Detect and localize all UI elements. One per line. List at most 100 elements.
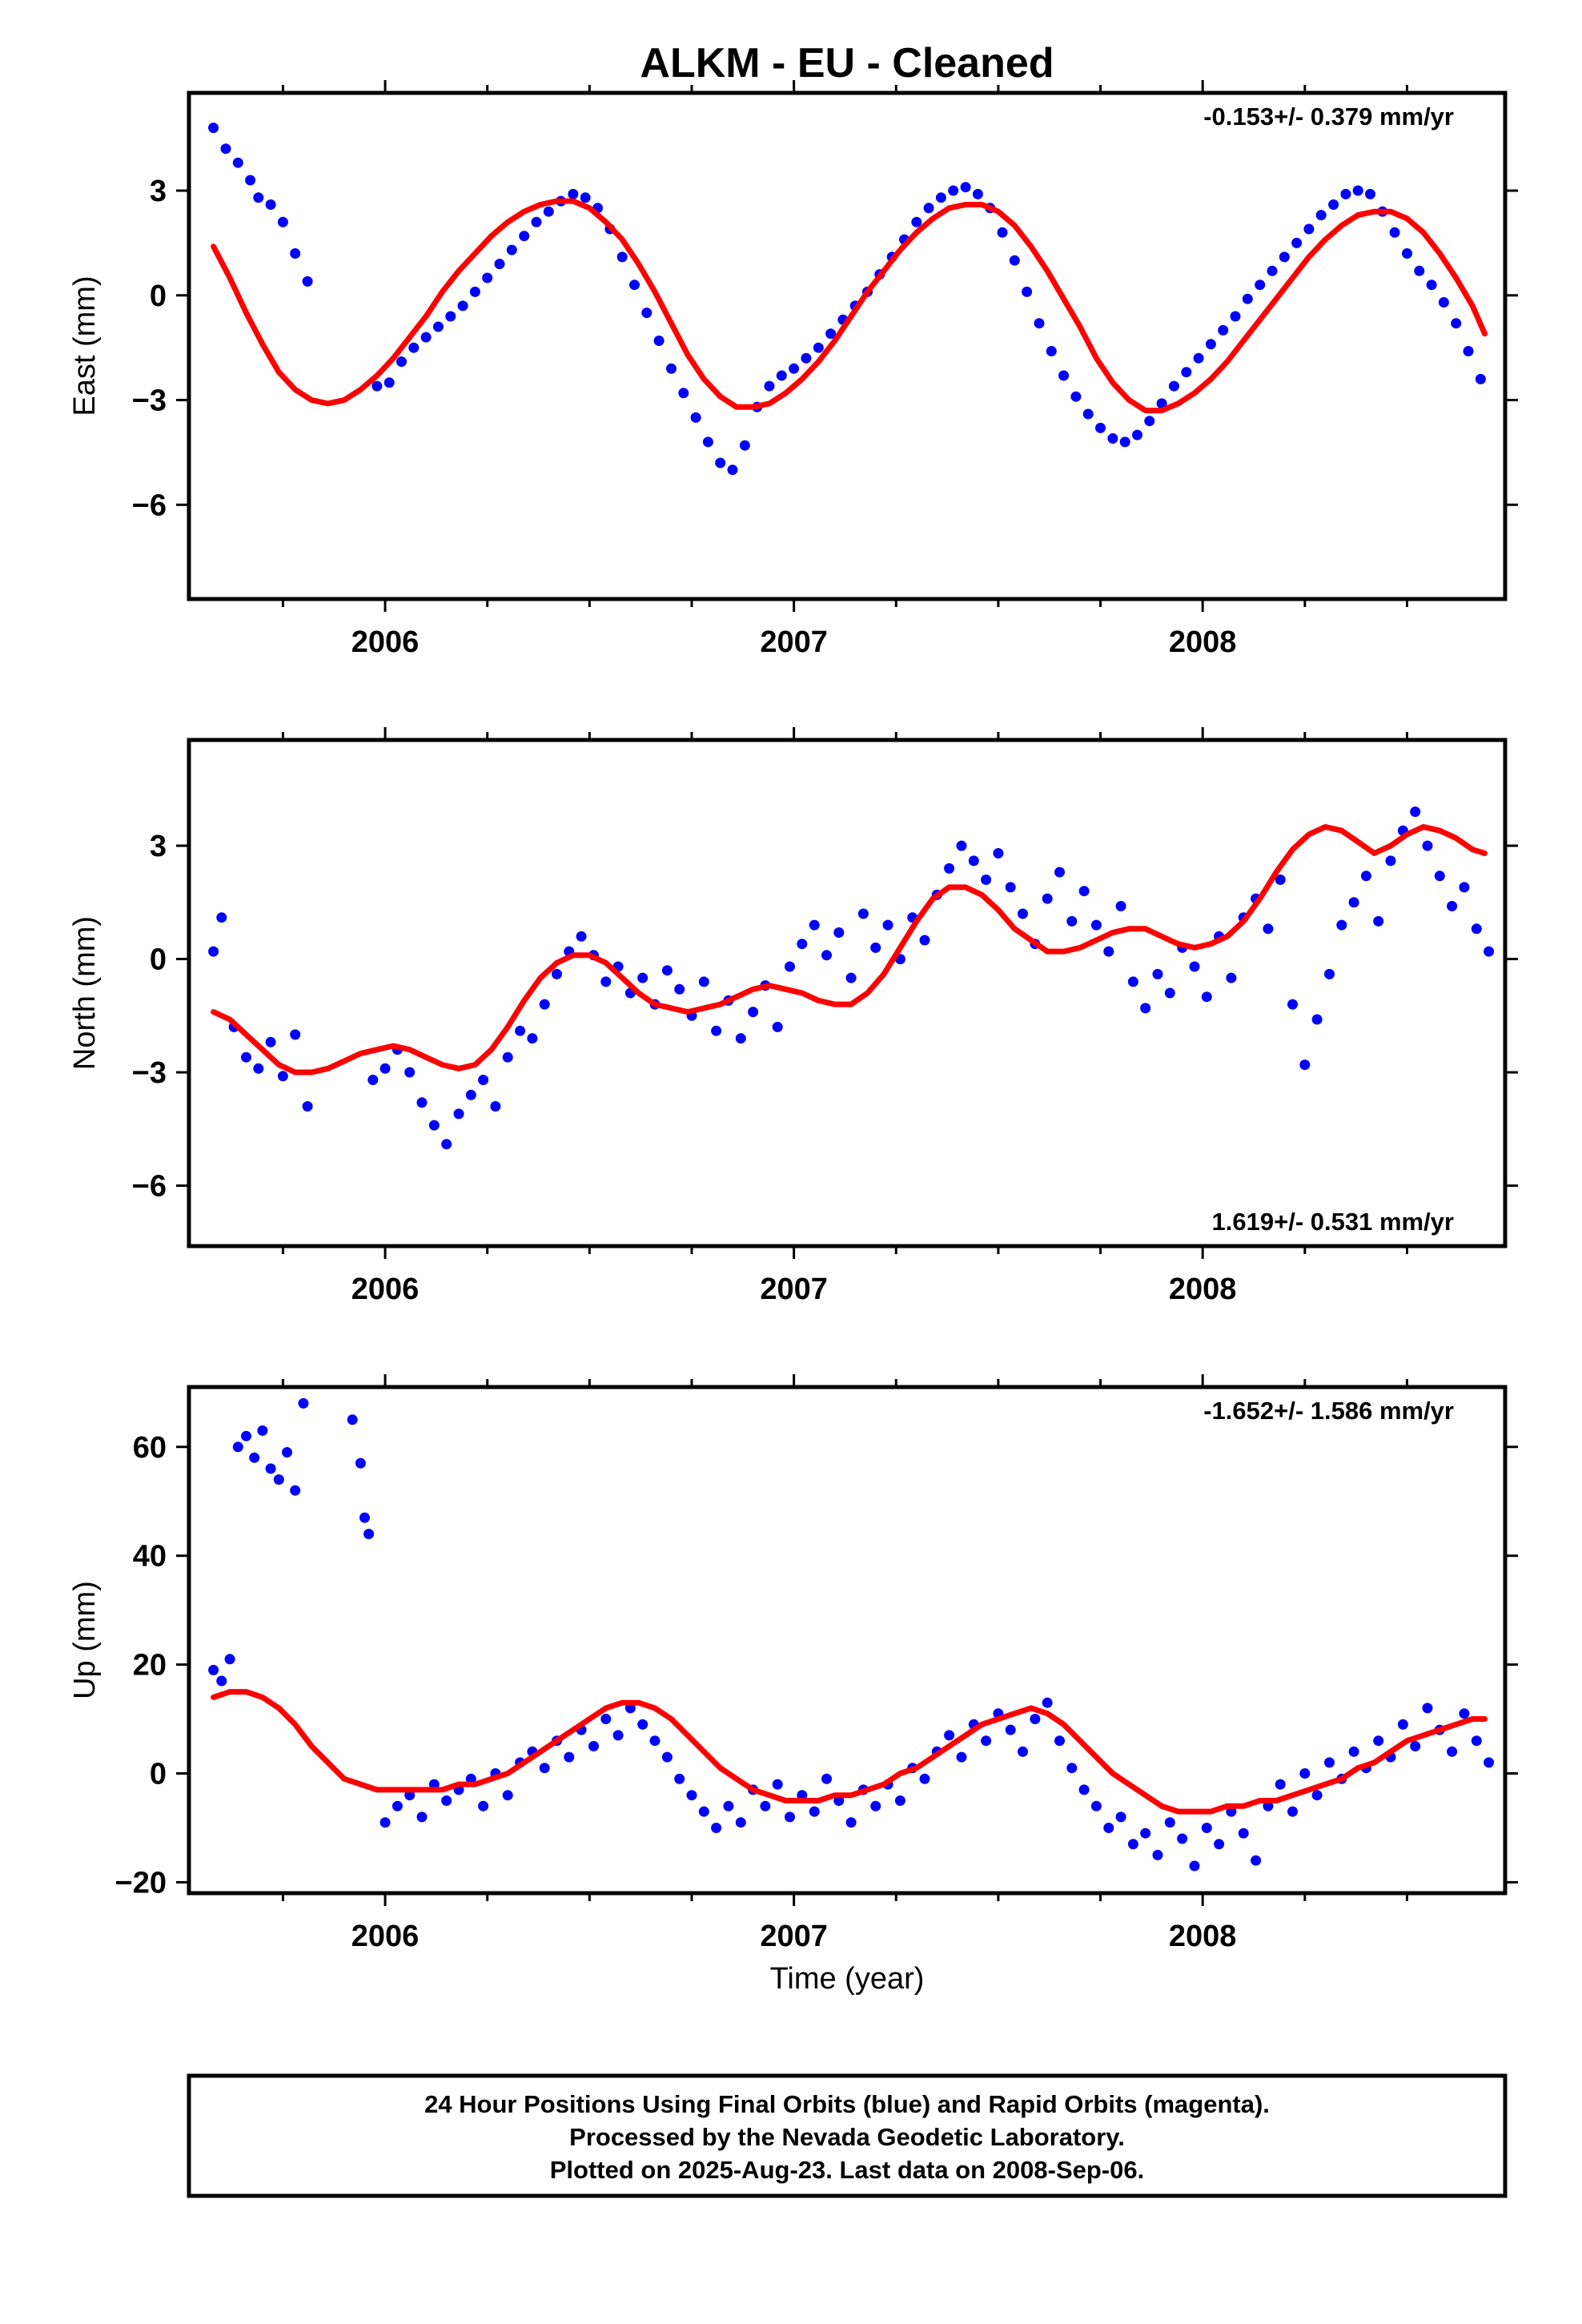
- north-x-tick-label: 2007: [760, 1273, 828, 1306]
- east-point-1: [220, 143, 231, 155]
- east-point-38: [727, 464, 738, 476]
- up-point-72: [1066, 1763, 1078, 1774]
- up-point-18: [404, 1790, 416, 1801]
- up-point-69: [1030, 1714, 1041, 1724]
- north-point-56: [944, 862, 955, 874]
- east-point-74: [1168, 380, 1179, 392]
- east-point-35: [690, 412, 701, 423]
- east-point-14: [432, 321, 444, 332]
- up-point-4: [241, 1430, 251, 1441]
- north-point-20: [502, 1051, 513, 1063]
- up-point-65: [981, 1735, 992, 1747]
- up-point-19: [416, 1811, 428, 1823]
- up-point-2: [224, 1654, 235, 1665]
- up-point-24: [478, 1800, 489, 1811]
- up-point-60: [919, 1773, 930, 1784]
- north-point-86: [1311, 1014, 1323, 1025]
- north-point-64: [1042, 893, 1053, 904]
- east-point-95: [1426, 279, 1437, 291]
- north-point-19: [490, 1101, 501, 1112]
- north-point-61: [1005, 882, 1016, 893]
- north-point-85: [1299, 1059, 1311, 1071]
- east-point-8: [302, 275, 313, 287]
- north-point-60: [993, 848, 1004, 858]
- north-point-28: [600, 976, 612, 987]
- east-point-99: [1475, 373, 1486, 384]
- up-point-0: [208, 1664, 219, 1675]
- up-point-77: [1127, 1839, 1138, 1850]
- up-point-56: [870, 1800, 881, 1811]
- east-point-4: [253, 192, 264, 203]
- up-point-95: [1348, 1746, 1359, 1757]
- up-point-38: [649, 1735, 661, 1747]
- north-point-77: [1201, 991, 1212, 1003]
- footer-box: [187, 2073, 1508, 2198]
- east-point-16: [457, 300, 468, 312]
- up-point-86: [1238, 1827, 1249, 1839]
- up-point-44: [723, 1800, 734, 1811]
- north-point-94: [1410, 806, 1421, 818]
- north-point-65: [1054, 866, 1065, 878]
- east-point-42: [776, 370, 787, 381]
- east-point-69: [1107, 433, 1118, 444]
- east-point-70: [1119, 436, 1130, 448]
- up-y-tick-label: 0: [150, 1757, 167, 1791]
- up-point-33: [588, 1741, 599, 1751]
- north-point-57: [956, 840, 967, 851]
- north-point-87: [1324, 968, 1335, 979]
- east-frame: [187, 90, 1508, 601]
- up-point-41: [686, 1790, 697, 1801]
- up-rate-label: -1.652+/- 1.586 mm/yr: [1203, 1397, 1454, 1425]
- north-point-69: [1103, 946, 1114, 957]
- up-point-35: [612, 1730, 624, 1741]
- north-point-7: [290, 1029, 301, 1040]
- up-point-100: [1410, 1741, 1421, 1751]
- east-y-tick-label: −3: [132, 384, 167, 418]
- north-point-66: [1066, 915, 1078, 927]
- up-point-26: [502, 1790, 513, 1801]
- north-x-tick-label: 2006: [351, 1273, 420, 1306]
- up-y-tick-label: 40: [133, 1540, 167, 1574]
- panel-east: 2006 2007 2008 −6 −3 0 3 East (mm) -0.153+/- 0.3…: [68, 80, 1518, 659]
- up-point-81: [1177, 1833, 1188, 1844]
- up-point-9: [282, 1447, 292, 1458]
- up-point-51: [809, 1806, 820, 1817]
- north-point-59: [981, 875, 992, 885]
- east-point-13: [420, 332, 432, 343]
- panel-up: 2006 2007 2008 −20 0 20 40 60 Up (mm) -1.652+/- 1…: [68, 1374, 1518, 1953]
- up-point-40: [674, 1773, 685, 1784]
- up-x-tick-label: 2006: [351, 1920, 420, 1953]
- east-point-79: [1230, 311, 1241, 322]
- north-point-37: [711, 1025, 722, 1036]
- east-y-tick-label: −6: [132, 489, 167, 522]
- up-point-52: [821, 1773, 832, 1784]
- north-point-8: [302, 1101, 313, 1112]
- up-point-3: [232, 1441, 243, 1453]
- up-y-tick-label: 60: [133, 1431, 167, 1465]
- up-point-49: [785, 1811, 795, 1823]
- east-point-58: [972, 188, 983, 199]
- east-point-9: [371, 380, 383, 392]
- north-point-91: [1373, 915, 1384, 927]
- north-point-50: [870, 942, 881, 953]
- plot-area-east: [208, 123, 1488, 476]
- east-y-tick-label: 0: [150, 279, 167, 313]
- north-point-31: [637, 972, 648, 983]
- up-point-71: [1054, 1735, 1065, 1747]
- north-y-tick-label: 0: [150, 943, 167, 977]
- north-point-98: [1459, 882, 1470, 893]
- north-point-58: [968, 855, 979, 866]
- east-point-82: [1267, 265, 1278, 276]
- up-point-50: [797, 1790, 808, 1801]
- up-point-67: [1005, 1724, 1016, 1735]
- up-point-75: [1103, 1823, 1114, 1833]
- up-frame: [187, 1385, 1508, 1896]
- north-point-46: [821, 950, 832, 961]
- north-point-82: [1263, 923, 1274, 935]
- north-point-76: [1189, 961, 1200, 972]
- north-point-22: [527, 1033, 538, 1044]
- north-point-39: [735, 1033, 746, 1044]
- up-y-tick-label: 20: [133, 1649, 167, 1683]
- east-point-25: [568, 188, 579, 199]
